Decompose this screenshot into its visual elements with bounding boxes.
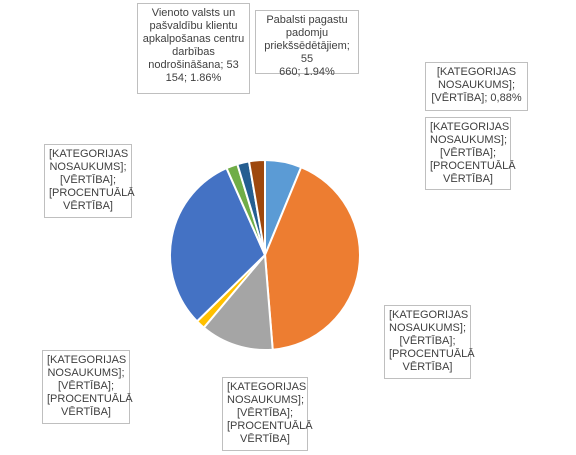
data-label-blue-right: [KATEGORIJAS NOSAUKUMS]; [VĒRTĪBA]; [PRO… bbox=[425, 117, 516, 190]
data-label-navy: Pabalsti pagastu padomju priekšsēdētājie… bbox=[255, 10, 359, 78]
pie-slice-4 bbox=[169, 166, 267, 323]
data-label-orange: [KATEGORIJAS NOSAUKUMS]; [VĒRTĪBA]; [PRO… bbox=[384, 305, 475, 379]
data-label-brown: [KATEGORIJAS NOSAUKUMS]; [VĒRTĪBA]; 0,88… bbox=[425, 62, 528, 111]
data-label-yellow: [KATEGORIJAS NOSAUKUMS]; [VĒRTĪBA]; [PRO… bbox=[42, 350, 133, 424]
pie-slice-7 bbox=[247, 158, 266, 256]
data-label-blue-left: [KATEGORIJAS NOSAUKUMS]; [VĒRTĪBA]; [PRO… bbox=[44, 144, 135, 218]
pie-slice-2 bbox=[202, 252, 274, 351]
data-label-green: Vienoto valsts un pašvaldību klientu apk… bbox=[137, 3, 250, 94]
pie-slice-1 bbox=[263, 165, 361, 351]
data-label-gray: [KATEGORIJAS NOSAUKUMS]; [VĒRTĪBA]; [PRO… bbox=[222, 377, 313, 451]
